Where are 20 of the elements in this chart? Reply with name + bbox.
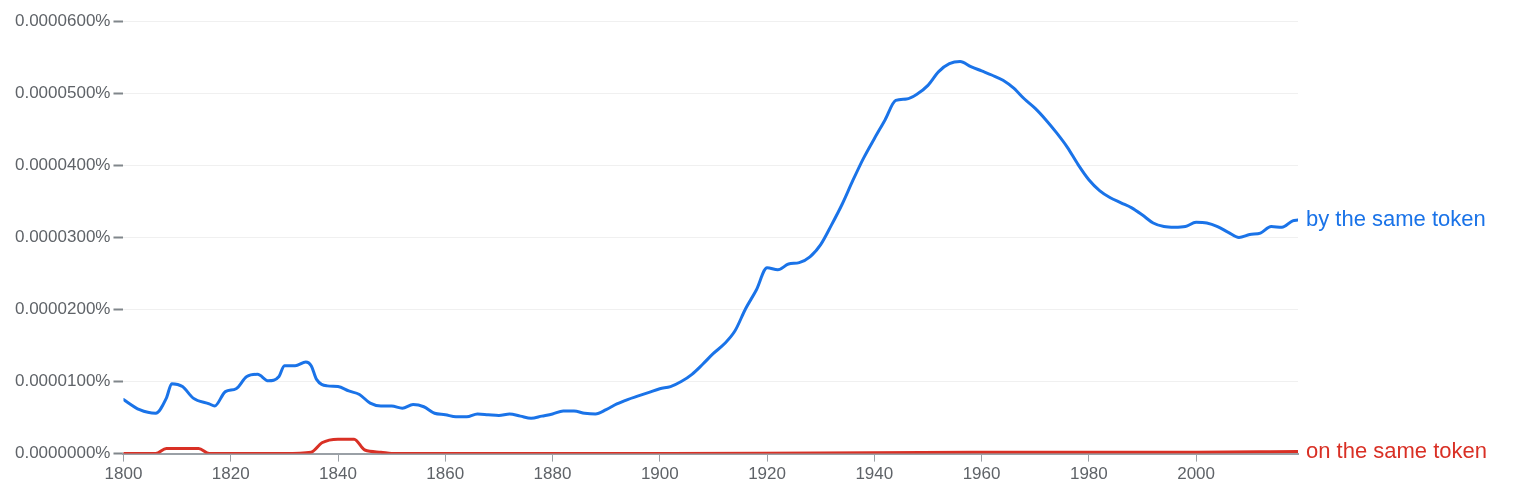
y-tick-label: 0.0000600% — [14, 10, 111, 30]
y-tick-label: 0.0000100% — [14, 371, 111, 391]
x-tick-label: 1960 — [962, 464, 1001, 484]
y-tick-label: 0.0000300% — [14, 227, 111, 247]
x-tick-label: 1940 — [855, 464, 894, 484]
y-tick-label: 0.0000500% — [14, 82, 111, 102]
x-tick-label: 1840 — [319, 464, 357, 484]
x-tick-label: 1980 — [1069, 464, 1108, 484]
x-tick-label: 1920 — [748, 464, 786, 484]
x-tick-label: 1900 — [640, 464, 679, 484]
y-tick-label: 0.0000400% — [14, 155, 111, 175]
x-tick-label: 1820 — [211, 464, 250, 484]
y-tick-label: 0.0000200% — [14, 299, 111, 319]
series-label: on the same token — [1306, 437, 1488, 463]
y-tick-label: 0.0000000% — [14, 443, 111, 463]
x-tick-label: 1800 — [104, 464, 143, 484]
series-label: by the same token — [1306, 206, 1486, 232]
x-tick-label: 2000 — [1177, 464, 1216, 484]
x-tick-label: 1860 — [426, 464, 465, 484]
x-tick-label: 1880 — [533, 464, 572, 484]
